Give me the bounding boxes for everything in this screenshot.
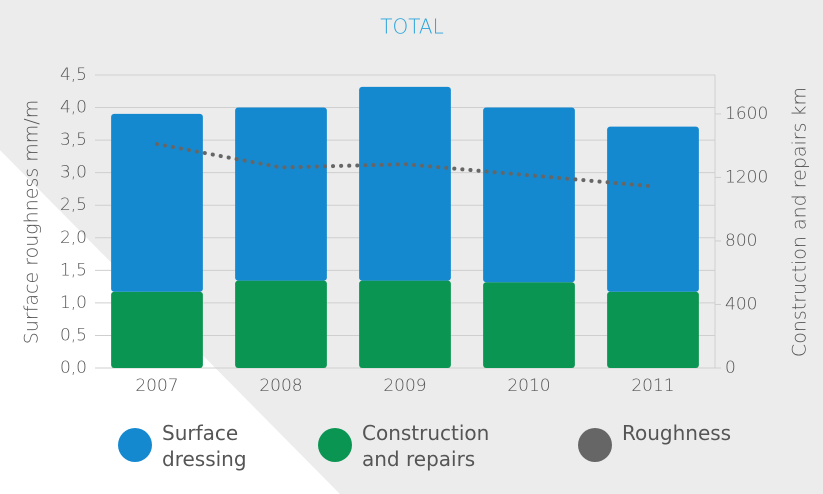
y-tick-label: 0,0 (60, 358, 87, 378)
bar (359, 86, 451, 281)
legend-swatch (578, 428, 612, 462)
bar (607, 126, 699, 292)
legend-swatch (318, 428, 352, 462)
legend-label: Construction and repairs (362, 421, 490, 471)
x-tick-label: 2007 (135, 376, 178, 396)
y2-tick-label: 1200 (725, 167, 768, 187)
bar (483, 282, 575, 368)
x-tick-label: 2011 (631, 376, 674, 396)
legend-label: Surface dressing (162, 421, 247, 471)
y2-axis-label: Construction and repairs km (789, 87, 811, 357)
bar (607, 291, 699, 368)
y-tick-label: 1,0 (60, 293, 87, 313)
line (155, 142, 655, 189)
chart-title: TOTAL (380, 15, 443, 39)
legend-item: Roughness (578, 420, 778, 462)
legend-item: Construction and repairs (318, 420, 518, 472)
y-tick-label: 2,0 (60, 228, 87, 248)
x-tick-label: 2010 (507, 376, 550, 396)
bar (359, 280, 451, 368)
legend-swatch (118, 428, 152, 462)
y-tick-label: 0,5 (60, 325, 87, 345)
y-tick-label: 1,5 (60, 260, 87, 280)
y-tick-label: 4,5 (60, 65, 87, 85)
y-tick-label: 4,0 (60, 98, 87, 118)
legend-item: Surface dressing (118, 420, 268, 472)
bar (111, 291, 203, 368)
bar (235, 280, 327, 368)
y2-tick-label: 1600 (725, 104, 768, 124)
y-tick-label: 3,5 (60, 130, 87, 150)
bar (235, 107, 327, 281)
y-tick-label: 3,0 (60, 163, 87, 183)
legend-label: Roughness (622, 421, 732, 445)
y2-tick-label: 0 (725, 358, 736, 378)
y2-tick-label: 800 (725, 231, 757, 251)
y-axis-label: Surface roughness mm/m (21, 100, 43, 344)
bar (483, 107, 575, 283)
y2-tick-label: 400 (725, 294, 757, 314)
x-tick-label: 2008 (259, 376, 302, 396)
x-tick-label: 2009 (383, 376, 426, 396)
bar (111, 113, 203, 292)
y-tick-label: 2,5 (60, 195, 87, 215)
